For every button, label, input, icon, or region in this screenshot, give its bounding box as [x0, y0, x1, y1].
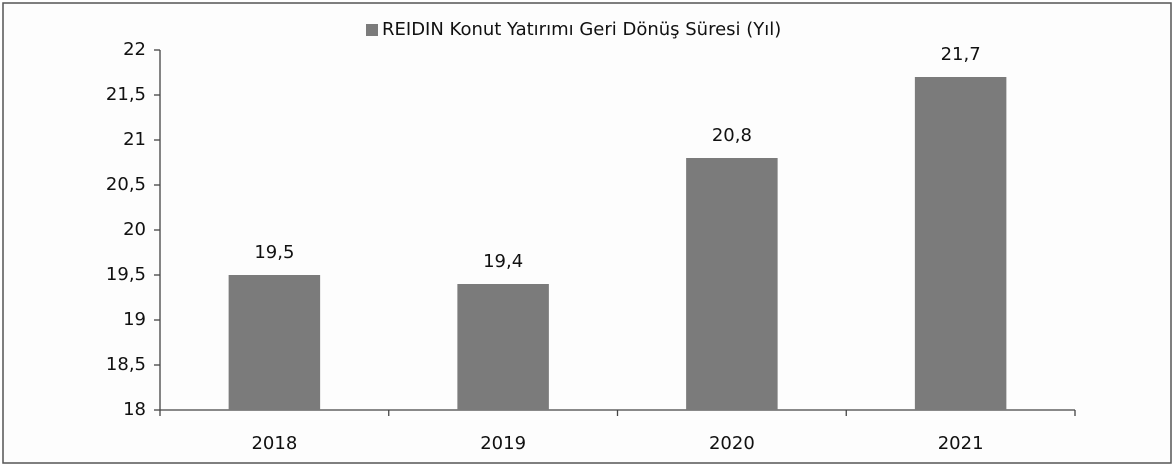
data-label: 20,8: [712, 125, 752, 146]
data-label: 21,7: [941, 44, 981, 65]
y-tick-label: 19: [123, 309, 146, 330]
x-tick-label: 2020: [709, 433, 755, 454]
bar: [457, 284, 549, 410]
x-tick-label: 2018: [251, 433, 297, 454]
x-tick-label: 2019: [480, 433, 526, 454]
y-tick-label: 20,5: [106, 174, 146, 195]
legend-swatch: [366, 24, 378, 36]
y-tick-label: 18,5: [106, 354, 146, 375]
bar: [914, 77, 1007, 410]
y-tick-label: 22: [123, 39, 146, 60]
data-label: 19,5: [254, 242, 294, 263]
y-tick-label: 21,5: [106, 84, 146, 105]
bar: [686, 158, 778, 410]
y-tick-label: 21: [123, 129, 146, 150]
data-label: 19,4: [483, 251, 523, 272]
y-tick-label: 20: [123, 219, 146, 240]
y-tick-label: 18: [123, 399, 146, 420]
x-tick-label: 2021: [938, 433, 984, 454]
bar: [228, 275, 321, 410]
y-tick-label: 19,5: [106, 264, 146, 285]
legend-label: REIDIN Konut Yatırımı Geri Dönüş Süresi …: [382, 19, 781, 40]
